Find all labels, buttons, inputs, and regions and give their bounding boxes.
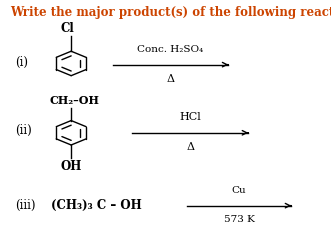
Text: (i): (i) [15, 56, 28, 69]
Text: Cu: Cu [232, 186, 247, 195]
Text: (ii): (ii) [15, 124, 32, 137]
Text: Conc. H₂SO₄: Conc. H₂SO₄ [137, 45, 204, 54]
Text: (CH₃)₃ C – OH: (CH₃)₃ C – OH [51, 199, 142, 212]
Text: HCl: HCl [179, 112, 201, 122]
Text: CH₂–OH: CH₂–OH [50, 95, 99, 106]
Text: Write the major product(s) of the following reactions :: Write the major product(s) of the follow… [10, 6, 331, 19]
Text: Δ: Δ [186, 142, 194, 152]
Text: Δ: Δ [166, 74, 174, 84]
Text: (iii): (iii) [15, 199, 35, 212]
Text: 573 K: 573 K [224, 215, 255, 223]
Text: OH: OH [61, 160, 82, 172]
Text: Cl: Cl [60, 22, 74, 35]
